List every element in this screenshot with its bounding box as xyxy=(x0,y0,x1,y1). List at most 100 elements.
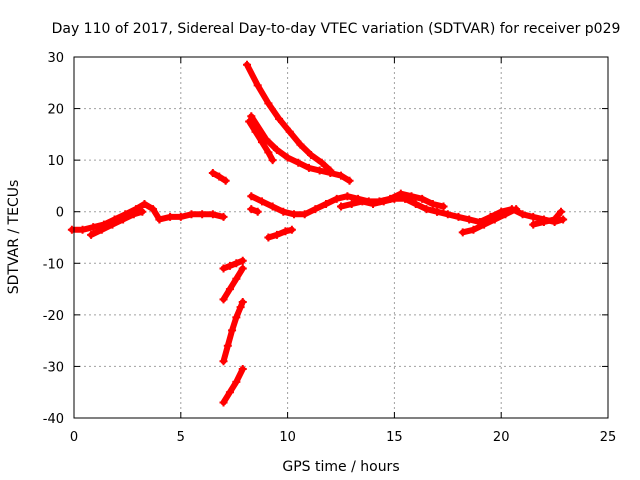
data-point xyxy=(119,215,128,224)
data-point xyxy=(290,210,299,219)
y-tick-label: -40 xyxy=(43,412,64,427)
data-point xyxy=(529,220,538,229)
data-point xyxy=(78,225,87,234)
series-arc-desc-1 xyxy=(243,60,335,175)
series-arc-baseline-1 xyxy=(67,199,164,234)
data-point xyxy=(247,112,256,121)
y-tick-label: -30 xyxy=(43,360,64,375)
data-point xyxy=(268,202,277,211)
data-point xyxy=(219,295,228,304)
grid xyxy=(74,57,608,418)
data-point xyxy=(219,398,228,407)
series-arc-desc-2 xyxy=(245,117,277,165)
data-point xyxy=(337,171,345,180)
data-point xyxy=(272,230,281,239)
series-arc-neg-2 xyxy=(219,264,247,304)
data-point xyxy=(379,197,388,206)
data-point xyxy=(215,172,224,181)
data-point xyxy=(501,210,510,219)
data-point xyxy=(358,197,367,206)
x-tick-label: 5 xyxy=(177,430,185,445)
series-arc-baseline-6 xyxy=(433,205,568,227)
data-point xyxy=(253,81,262,90)
data-point xyxy=(490,215,499,224)
data-point xyxy=(418,194,427,203)
data-point xyxy=(89,223,98,232)
data-point xyxy=(262,135,271,144)
series-arc-neg-1 xyxy=(219,256,247,273)
axis-ticks: 0 5 10 15 20 25 30 20 10 0 -10 -20 -30 -40 xyxy=(43,51,617,445)
data-point xyxy=(347,199,356,208)
data-point xyxy=(228,326,237,335)
series-line xyxy=(220,366,246,406)
data-point xyxy=(138,207,147,216)
data-point xyxy=(480,220,489,229)
data-point xyxy=(422,205,431,214)
series-line xyxy=(338,195,441,215)
series-line xyxy=(68,201,163,233)
series-arc-baseline-7 xyxy=(458,205,521,237)
data-point xyxy=(264,99,273,108)
data-point xyxy=(238,256,247,265)
data-point xyxy=(283,153,292,162)
x-tick-label: 10 xyxy=(279,430,296,445)
chart-title: Day 110 of 2017, Sidereal Day-to-day VTE… xyxy=(52,21,621,37)
data-point xyxy=(247,192,256,201)
data-point xyxy=(326,169,335,178)
data-point xyxy=(232,377,241,386)
data-point xyxy=(225,285,234,294)
data-point xyxy=(433,207,442,216)
data-point xyxy=(294,158,303,167)
series-line xyxy=(530,208,564,228)
data-series xyxy=(67,60,568,407)
x-tick-label: 0 xyxy=(70,430,78,445)
series-arc-short-1 xyxy=(208,169,230,185)
data-point xyxy=(232,313,241,322)
data-point xyxy=(296,140,305,149)
plot-frame xyxy=(73,56,609,419)
data-point xyxy=(281,227,290,236)
data-point xyxy=(268,156,277,165)
series-arc-neg-3 xyxy=(219,297,247,366)
series-arc-baseline-8 xyxy=(529,207,566,229)
data-point xyxy=(443,210,452,219)
data-point xyxy=(208,169,217,178)
y-tick-label: 30 xyxy=(47,51,64,66)
data-point xyxy=(264,148,273,157)
data-point xyxy=(219,357,228,366)
data-point xyxy=(332,194,341,203)
data-point xyxy=(97,225,106,234)
data-point xyxy=(454,212,463,221)
data-point xyxy=(465,215,474,224)
data-point xyxy=(304,163,313,172)
series-line xyxy=(220,257,246,272)
data-point xyxy=(539,218,548,227)
series-line xyxy=(220,265,246,303)
y-tick-label: 20 xyxy=(47,103,64,118)
series-arc-short-3 xyxy=(264,225,296,242)
series-arc-baseline-3 xyxy=(155,210,228,224)
data-point xyxy=(518,210,527,219)
data-point xyxy=(287,225,296,234)
data-point xyxy=(264,233,273,242)
data-point xyxy=(108,220,117,229)
data-point xyxy=(238,297,247,306)
data-point xyxy=(529,212,538,221)
data-point xyxy=(149,205,158,214)
data-point xyxy=(469,225,478,234)
data-point xyxy=(337,202,345,211)
data-point xyxy=(411,199,420,208)
data-point xyxy=(458,228,467,237)
data-point xyxy=(512,205,521,214)
y-tick-label: -10 xyxy=(43,257,64,272)
data-point xyxy=(550,215,559,224)
x-axis-label: GPS time / hours xyxy=(282,459,399,475)
y-tick-label: 10 xyxy=(47,154,64,169)
series-arc-neg-4 xyxy=(219,365,247,407)
data-point xyxy=(343,192,352,201)
data-point xyxy=(279,207,288,216)
data-point xyxy=(272,145,281,154)
data-point xyxy=(238,264,247,273)
data-point xyxy=(219,212,228,221)
